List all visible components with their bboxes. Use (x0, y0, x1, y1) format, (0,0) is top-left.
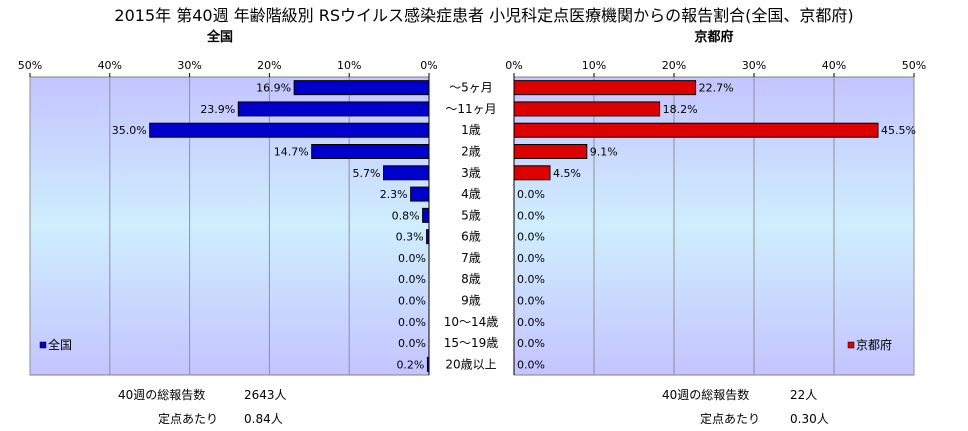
legends: 全国 京都府 (39, 337, 892, 352)
national-tick-label: 20% (257, 59, 281, 72)
kyoto-tick-label: 10% (582, 59, 606, 72)
category-label: 7歳 (461, 251, 481, 265)
national-total-value: 2643人 (244, 388, 287, 402)
national-data-label: 16.9% (256, 82, 291, 95)
national-per-value: 0.84人 (244, 412, 283, 426)
kyoto-data-label: 9.1% (590, 146, 618, 159)
national-tick-label: 10% (337, 59, 361, 72)
category-label: 9歳 (461, 294, 481, 308)
kyoto-data-label: 0.0% (517, 273, 545, 286)
national-plot-background (29, 76, 430, 376)
national-bar (426, 229, 430, 245)
category-labels: ～5ヶ月 ～11ヶ月 1歳 2歳 3歳 4歳 5歳 6歳 7歳 8歳 9歳 10～14歳 15～19歳 2… (444, 81, 499, 372)
national-data-label: 0.0% (398, 252, 426, 265)
category-label: ～5ヶ月 (449, 81, 493, 95)
national-tick-label: 0% (420, 59, 437, 72)
national-data-label: 35.0% (112, 124, 147, 137)
kyoto-legend-label: 京都府 (856, 337, 892, 352)
category-label: 5歳 (461, 208, 481, 222)
national-bar (422, 207, 430, 223)
national-legend-swatch (39, 341, 47, 349)
kyoto-bar (513, 144, 588, 159)
kyoto-total-value: 22人 (790, 388, 818, 402)
kyoto-data-label: 22.7% (699, 82, 734, 95)
kyoto-plot-background (513, 76, 915, 376)
kyoto-plot-area: 0% 10% 20% 30% 40% 50% 22.7%18.2% 45.5% 9.1% 4.5%… (505, 59, 926, 376)
kyoto-per-value: 0.30人 (790, 412, 829, 426)
kyoto-data-label: 0.0% (517, 358, 545, 371)
national-tick-label: 50% (18, 59, 42, 72)
kyoto-data-label: 0.0% (517, 337, 545, 350)
national-data-label: 0.2% (396, 358, 424, 371)
national-bar (383, 165, 430, 181)
national-data-label: 0.0% (398, 295, 426, 308)
kyoto-bar (513, 80, 697, 96)
category-label: 4歳 (461, 187, 481, 201)
kyoto-tick-label: 30% (742, 59, 766, 72)
kyoto-data-label: 0.0% (517, 188, 545, 201)
national-data-label: 23.9% (200, 103, 235, 116)
category-label: 15～19歳 (444, 336, 499, 350)
chart-title: 2015年 第40週 年齢階級別 RSウイルス感染症患者 小児科定点医療機関から… (114, 6, 854, 25)
kyoto-total-label: 40週の総報告数 (662, 388, 750, 402)
national-bar (149, 122, 430, 138)
category-label: ～11ヶ月 (445, 102, 496, 116)
kyoto-per-label: 定点あたり (700, 412, 761, 426)
kyoto-bar (513, 122, 879, 138)
kyoto-data-label: 0.0% (517, 231, 545, 244)
category-label: 8歳 (461, 272, 481, 286)
kyoto-tick-label: 50% (902, 59, 926, 72)
national-chart-title: 全国 (206, 30, 233, 45)
national-data-label: 14.7% (274, 146, 309, 159)
category-label: 2歳 (461, 145, 481, 159)
kyoto-data-label: 0.0% (517, 209, 545, 222)
category-label: 6歳 (461, 230, 481, 244)
national-bar (237, 101, 430, 117)
category-label: 20歳以上 (445, 357, 496, 371)
kyoto-tick-label: 20% (662, 59, 686, 72)
national-data-label: 0.8% (392, 209, 420, 222)
national-bar (311, 144, 430, 159)
category-label: 1歳 (461, 123, 481, 137)
national-tick-label: 30% (177, 59, 201, 72)
category-label: 3歳 (461, 166, 481, 180)
kyoto-legend-swatch (847, 341, 855, 349)
national-bar (410, 186, 430, 202)
national-data-label: 2.3% (380, 188, 408, 201)
national-plot-area: 0% 10% 20% 30% 40% 50% 16.9% 23.9% 35.0% 14.7% 5.7… (18, 59, 438, 376)
national-data-label: 0.3% (396, 231, 424, 244)
national-per-label: 定点あたり (158, 412, 219, 426)
kyoto-data-label: 4.5% (553, 167, 581, 180)
kyoto-tick-label: 40% (822, 59, 846, 72)
kyoto-bar (513, 101, 661, 117)
category-label: 10～14歳 (444, 315, 499, 329)
kyoto-data-label: 0.0% (517, 252, 545, 265)
national-total-label: 40週の総報告数 (118, 388, 206, 402)
kyoto-data-label: 18.2% (663, 103, 698, 116)
national-data-label: 0.0% (398, 316, 426, 329)
national-bar (426, 356, 430, 372)
national-data-label: 5.7% (353, 167, 381, 180)
national-bar (293, 80, 430, 96)
kyoto-data-label: 0.0% (517, 295, 545, 308)
kyoto-data-label: 0.0% (517, 316, 545, 329)
kyoto-chart-title: 京都府 (694, 30, 734, 45)
national-tick-label: 40% (98, 59, 122, 72)
kyoto-tick-label: 0% (505, 59, 522, 72)
kyoto-bar (513, 165, 551, 181)
kyoto-data-label: 45.5% (881, 124, 916, 137)
national-legend-label: 全国 (48, 337, 72, 352)
national-data-label: 0.0% (398, 337, 426, 350)
national-data-label: 0.0% (398, 273, 426, 286)
